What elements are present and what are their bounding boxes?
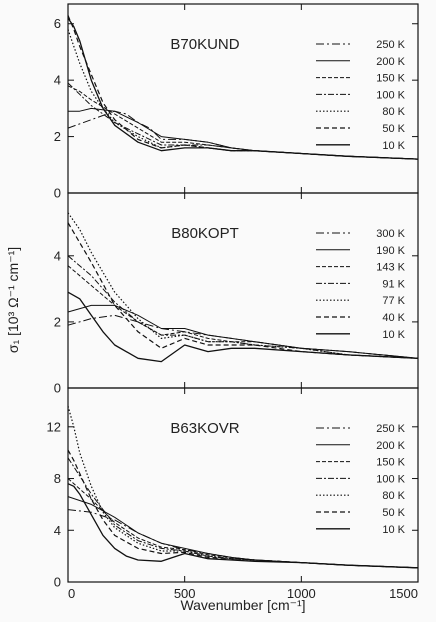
plot-frame: [67, 3, 419, 194]
plot-frame: [67, 387, 419, 583]
y-axis-title: σ₁ [10³ Ω⁻¹ cm⁻¹]: [5, 247, 21, 353]
x-tick-label: 1500: [389, 586, 418, 601]
series-line-250k: [67, 509, 419, 569]
legend-label: 40 K: [382, 312, 405, 324]
y-tick-label: 2: [54, 129, 61, 144]
panel-label: B63KOVR: [170, 420, 239, 437]
legend-label: 150 K: [376, 73, 405, 85]
y-tick-label: 12: [47, 419, 61, 434]
series-line-100k: [67, 82, 419, 160]
x-tick-label: 0: [68, 586, 75, 601]
series-line-10k: [67, 291, 419, 363]
y-tick-label: 0: [54, 381, 61, 396]
legend-label: 50 K: [382, 507, 405, 519]
legend-label: 250 K: [376, 39, 405, 51]
legend-label: 100 K: [376, 473, 405, 485]
legend-label: 10 K: [382, 329, 405, 341]
series-line-50k: [67, 449, 419, 569]
panel-b70kund: 0 2 4 6 B70KUND 250 K 200 K 150 K 100 K 80 K 50 K 1…: [54, 3, 419, 201]
y-tick-label: 4: [54, 523, 61, 538]
series-line-150k: [67, 85, 419, 160]
series-line-200k: [67, 496, 419, 569]
panel-label: B80KOPT: [171, 225, 239, 242]
series-line-10k: [67, 483, 419, 569]
legend-label: 100 K: [376, 89, 405, 101]
series-line-40k: [67, 222, 419, 359]
y-tick-label: 2: [54, 314, 61, 329]
legend-label: 300 K: [376, 228, 405, 240]
panel-b80kopt: 0 2 4 B80KOPT 300 K 190 K 143 K 91 K 77 K 40 K 10 …: [54, 192, 419, 396]
y-tick-label: 8: [54, 471, 61, 486]
x-tick-label: 500: [174, 586, 196, 601]
series-line-10k: [67, 17, 419, 160]
legend-label: 150 K: [376, 457, 405, 469]
y-tick-label: 4: [54, 248, 61, 263]
y-tick-label: 6: [54, 16, 61, 31]
legend-label: 77 K: [382, 295, 405, 307]
panel-label: B70KUND: [170, 36, 239, 53]
legend-label: 50 K: [382, 123, 405, 135]
legend-label: 91 K: [382, 278, 405, 290]
legend-label: 250 K: [376, 423, 405, 435]
legend-label: 143 K: [376, 262, 405, 274]
y-tick-label: 4: [54, 73, 61, 88]
legend-label: 10 K: [382, 524, 405, 536]
legend-label: 200 K: [376, 56, 405, 68]
x-axis-title: Wavenumber [cm⁻¹]: [180, 597, 305, 613]
y-tick-label: 0: [54, 575, 61, 590]
series-line-77k: [67, 212, 419, 359]
legend-label: 10 K: [382, 140, 405, 152]
panel-b63kovr: 0 4 8 12 0 500 1000 1500 B63KOVR 250 K 200 K 150 K 1…: [47, 387, 419, 601]
series-line-190k: [67, 304, 419, 359]
legend-label: 190 K: [376, 245, 405, 257]
series-line-80k: [67, 405, 419, 569]
series-line-200k: [68, 107, 419, 160]
series-line-300k: [67, 314, 419, 359]
series-line-80k: [67, 29, 419, 160]
series-line-143k: [67, 265, 419, 359]
plot-frame: [67, 192, 419, 389]
legend-label: 200 K: [376, 440, 405, 452]
x-tick-label: 1000: [287, 586, 316, 601]
legend-label: 80 K: [382, 490, 405, 502]
series-line-100k: [67, 457, 419, 569]
y-tick-label: 0: [54, 186, 61, 201]
series-line-91k: [67, 255, 419, 359]
series-line-50k: [67, 15, 419, 160]
legend-label: 80 K: [382, 106, 405, 118]
series-line-250k: [67, 110, 419, 160]
